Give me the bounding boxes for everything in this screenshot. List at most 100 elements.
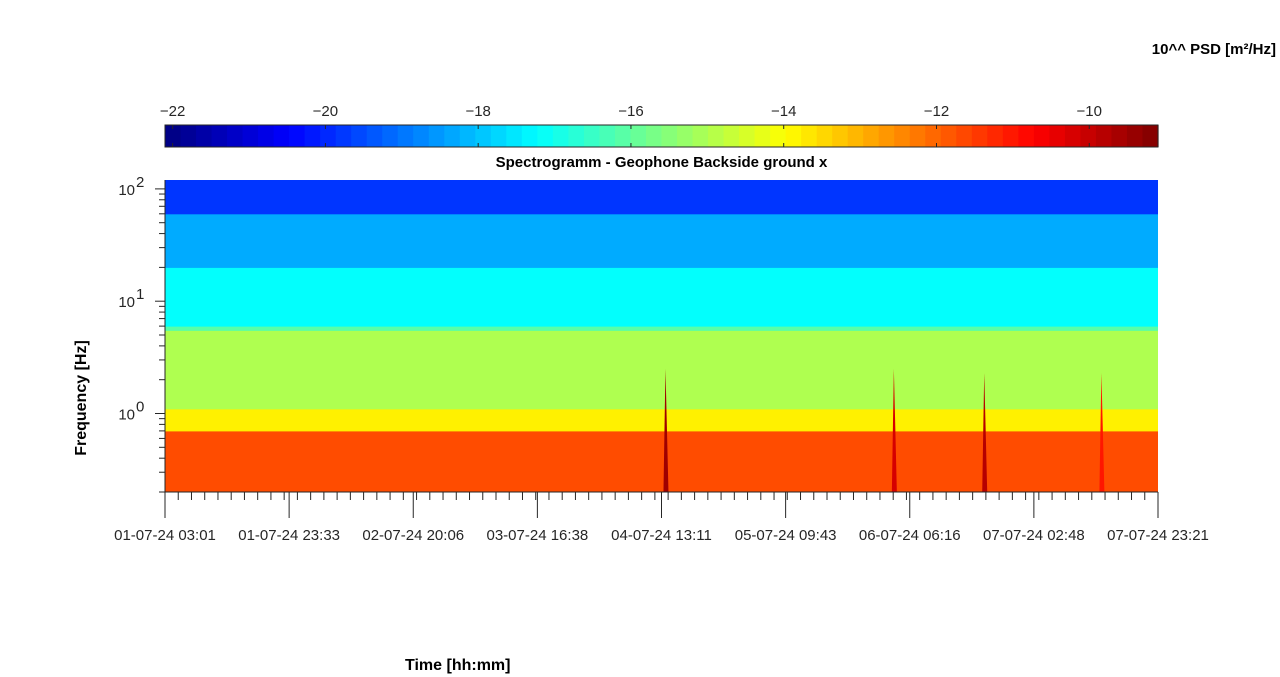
transient-event (982, 372, 988, 492)
colorbar-tick-label: −22 (160, 103, 185, 120)
colorbar-segment (320, 125, 337, 147)
colorbar-segment (1064, 125, 1082, 147)
colorbar-segment (847, 125, 864, 147)
colorbar-segment (677, 125, 694, 147)
colorbar-segment (521, 125, 538, 147)
colorbar-segment (987, 125, 1004, 147)
colorbar-segment (397, 125, 414, 147)
colorbar-segment (382, 125, 399, 147)
colorbar-frame (164, 124, 1159, 148)
colorbar-segment (227, 125, 244, 147)
colorbar-tick-label: −16 (618, 103, 643, 120)
colorbar-segment (1049, 125, 1066, 147)
colorbar-segment (816, 125, 833, 147)
colorbar-segment (754, 125, 771, 147)
colorbar-segment (273, 125, 290, 147)
colorbar-segment (1142, 125, 1159, 147)
spectrogram-heatmap (165, 180, 1158, 493)
colorbar-segment (1095, 125, 1113, 147)
x-tick-label: 01-07-24 03:01 (114, 527, 216, 544)
colorbar-segment (863, 125, 880, 147)
transient-event (891, 368, 897, 492)
colorbar-segment (258, 125, 275, 147)
colorbar-tick-label: −12 (924, 103, 949, 120)
colorbar-segment (351, 125, 368, 147)
colorbar-segment (723, 125, 740, 147)
colorbar-segment (1126, 125, 1144, 147)
colorbar-segment (1002, 125, 1019, 147)
colorbar-segment (971, 125, 988, 147)
colorbar-segment (909, 125, 926, 147)
colorbar-segment (552, 125, 570, 147)
colorbar-segment (770, 125, 787, 147)
colorbar-segment (444, 125, 461, 147)
x-axis: 01-07-24 03:01 01-07-24 23:33 02-07-24 20:… (114, 491, 1209, 544)
colorbar-segment (630, 125, 647, 147)
colorbar-tick-label: −14 (771, 103, 796, 120)
psd-band (165, 213, 1158, 268)
colorbar-segment (490, 125, 507, 147)
x-tick-label: 02-07-24 20:06 (362, 527, 464, 544)
colorbar-segment (304, 125, 321, 147)
colorbar-segment (242, 125, 259, 147)
colorbar-segment (459, 125, 476, 147)
x-tick-label: 05-07-24 09:43 (735, 527, 837, 544)
psd-band (165, 430, 1158, 493)
x-tick-label: 06-07-24 06:16 (859, 527, 961, 544)
y-axis-label: Frequency [Hz] (73, 340, 90, 456)
colorbar-tick-label: −20 (313, 103, 338, 120)
colorbar-title: 10^^ PSD [m²/Hz] (1151, 41, 1276, 58)
colorbar-tick-label: −18 (465, 103, 490, 120)
colorbar-segment (1033, 125, 1050, 147)
x-tick-label: 07-07-24 23:21 (1107, 527, 1209, 544)
x-tick-label: 03-07-24 16:38 (487, 527, 589, 544)
psd-band (165, 408, 1158, 432)
colorbar-segment (599, 125, 616, 147)
colorbar-segment (645, 125, 663, 147)
colorbar-segment (614, 125, 632, 147)
x-tick-label: 07-07-24 02:48 (983, 527, 1085, 544)
colorbar-segment (878, 125, 895, 147)
colorbar-segment (925, 125, 942, 147)
y-tick-label: 10 (118, 182, 135, 199)
colorbar-segment (196, 125, 213, 147)
colorbar-segment (832, 125, 849, 147)
transient-event (1099, 372, 1105, 492)
colorbar-segment (289, 125, 306, 147)
colorbar-segment (180, 125, 197, 147)
colorbar-segment (568, 125, 585, 147)
psd-band (165, 180, 1158, 215)
colorbar-segment (211, 125, 228, 147)
y-tick-exponent: 2 (136, 174, 144, 191)
y-tick-label: 10 (118, 294, 135, 311)
y-tick-label: 10 (118, 407, 135, 424)
colorbar-segment (428, 125, 445, 147)
y-tick-exponent: 0 (136, 399, 144, 416)
psd-band (165, 330, 1158, 410)
psd-band (165, 326, 1158, 331)
colorbar-segment (583, 125, 601, 147)
colorbar-segment (1111, 125, 1128, 147)
colorbar-segment (956, 125, 973, 147)
chart-title: Spectrogramm - Geophone Backside ground … (495, 154, 828, 171)
x-tick-label: 01-07-24 23:33 (238, 527, 340, 544)
colorbar-segment (165, 125, 182, 147)
colorbar-segment (537, 125, 554, 147)
colorbar-segment (335, 125, 352, 147)
y-tick-exponent: 1 (136, 286, 144, 303)
colorbar-segment (785, 125, 802, 147)
colorbar-segment (366, 125, 383, 147)
colorbar-segment (801, 125, 818, 147)
colorbar (164, 124, 1159, 148)
colorbar-segment (739, 125, 756, 147)
x-axis-label: Time [hh:mm] (405, 657, 511, 674)
colorbar-segment (661, 125, 678, 147)
colorbar-segment (506, 125, 523, 147)
transient-event (663, 368, 669, 492)
colorbar-tick-label: −10 (1077, 103, 1102, 120)
colorbar-segment (708, 125, 725, 147)
colorbar-segment (413, 125, 430, 147)
colorbar-segment (692, 125, 709, 147)
x-tick-label: 04-07-24 13:11 (611, 527, 712, 544)
